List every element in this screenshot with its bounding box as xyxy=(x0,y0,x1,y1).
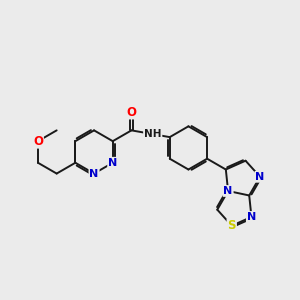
Text: N: N xyxy=(108,158,117,168)
Text: N: N xyxy=(247,212,256,222)
Text: N: N xyxy=(224,186,233,196)
Text: S: S xyxy=(227,219,236,232)
Text: N: N xyxy=(255,172,265,182)
Text: N: N xyxy=(89,169,99,178)
Text: O: O xyxy=(127,106,136,118)
Text: O: O xyxy=(33,135,43,148)
Text: NH: NH xyxy=(144,129,161,139)
